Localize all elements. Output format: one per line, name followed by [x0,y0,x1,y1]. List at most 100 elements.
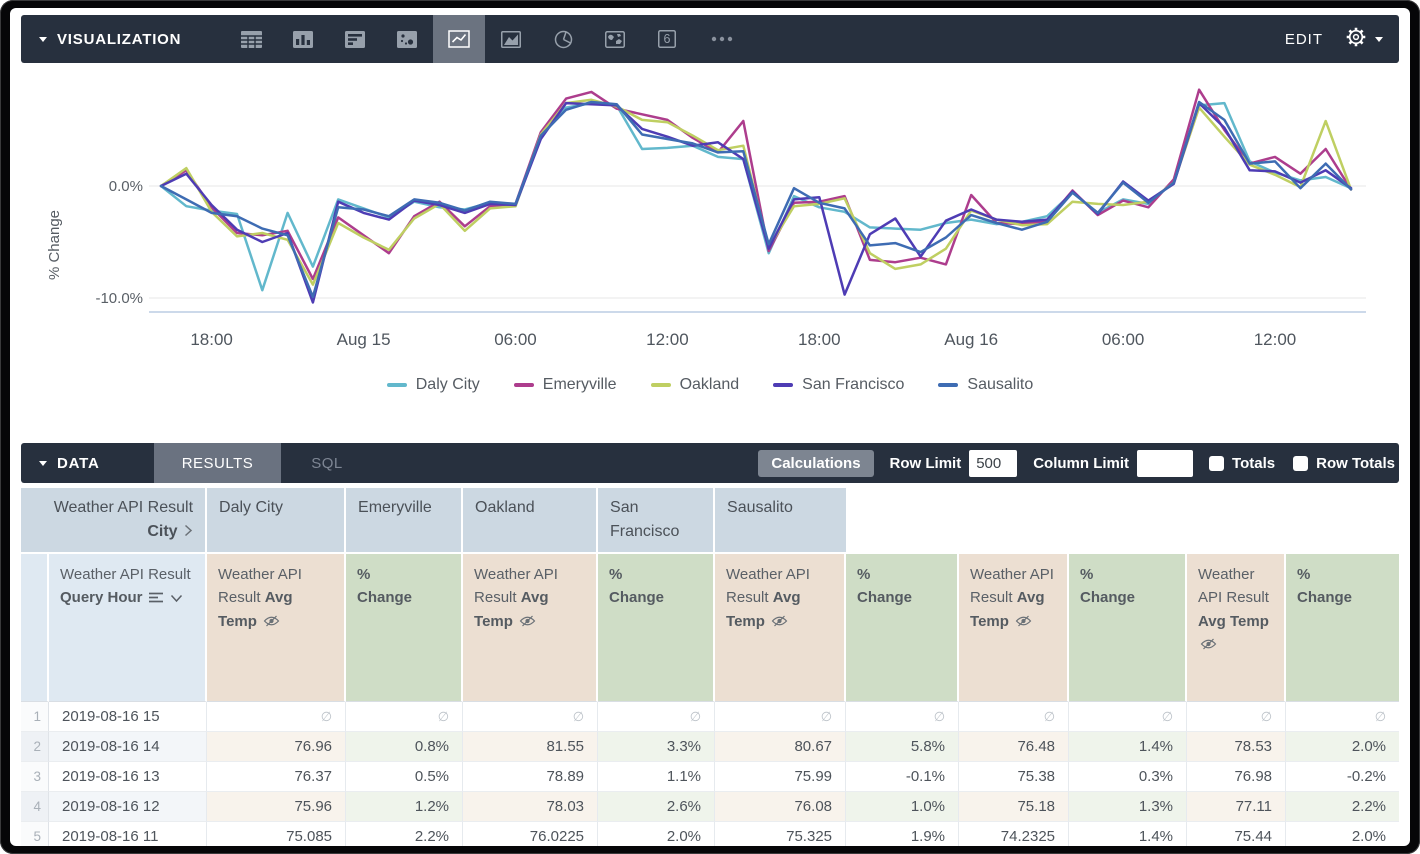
data-section-toggle[interactable]: DATA [21,455,154,472]
avg-temp-header[interactable]: Weather API Result Avg Temp [715,554,847,702]
calculations-button[interactable]: Calculations [758,449,874,477]
pie-chart-icon[interactable] [537,15,589,63]
caret-down-icon [1375,36,1383,42]
cell-pct-change[interactable]: 1.2% [346,792,464,822]
legend-item-daly-city[interactable]: Daly City [386,376,480,394]
cell-pct-change[interactable]: 2.6% [598,792,716,822]
table-chart-icon[interactable] [225,15,277,63]
legend-item-emeryville[interactable]: Emeryville [513,376,617,394]
cell-avg-temp[interactable]: 78.03 [463,792,599,822]
cell-query-hour[interactable]: 2019-08-16 15 [49,702,208,732]
eye-slash-icon[interactable] [771,615,788,627]
cell-avg-temp[interactable]: 78.53 [1187,732,1287,762]
cell-pct-change[interactable]: 0.3% [1069,762,1188,792]
column-chart-icon[interactable] [277,15,329,63]
cell-pct-change[interactable]: 0.5% [346,762,464,792]
pivot-dimension-header[interactable]: Weather API Result City [21,488,208,554]
map-chart-icon[interactable] [589,15,641,63]
city-group-header[interactable]: Sausalito [715,488,847,554]
edit-button[interactable]: EDIT [1284,30,1323,48]
cell-pct-change[interactable]: 1.3% [1069,792,1188,822]
cell-avg-temp[interactable]: 78.89 [463,762,599,792]
cell-avg-temp[interactable]: 76.96 [207,732,347,762]
chevron-down-icon[interactable] [170,594,183,603]
cell-avg-temp[interactable]: 75.96 [207,792,347,822]
cell-pct-change[interactable]: 1.1% [598,762,716,792]
cell-avg-temp[interactable]: 76.98 [1187,762,1287,792]
pct-change-header[interactable]: % Change [1286,554,1400,702]
column-limit-input[interactable] [1137,449,1194,477]
eye-slash-icon[interactable] [1015,615,1032,627]
settings-menu[interactable] [1345,26,1383,53]
cell-avg-temp[interactable]: 76.08 [715,792,847,822]
cell-pct-change[interactable]: 1.4% [1069,822,1188,846]
cell-pct-change[interactable]: 1.0% [846,792,960,822]
sort-icon[interactable] [148,592,164,603]
cell-query-hour[interactable]: 2019-08-16 13 [49,762,208,792]
cell-avg-temp[interactable]: 75.325 [715,822,847,846]
legend-swatch [650,383,671,387]
cell-pct-change[interactable]: 0.8% [346,732,464,762]
cell-query-hour[interactable]: 2019-08-16 14 [49,732,208,762]
city-group-header[interactable]: San Francisco [598,488,716,554]
cell-query-hour[interactable]: 2019-08-16 11 [49,822,208,846]
cell-pct-change[interactable]: 2.0% [1286,732,1400,762]
cell-avg-temp[interactable]: 75.085 [207,822,347,846]
cell-pct-change[interactable]: 1.9% [846,822,960,846]
city-group-header[interactable]: Emeryville [346,488,464,554]
totals-checkbox[interactable] [1209,455,1225,471]
area-chart-icon[interactable] [485,15,537,63]
cell-pct-change[interactable]: 3.3% [598,732,716,762]
cell-avg-temp[interactable]: 75.99 [715,762,847,792]
avg-temp-header[interactable]: Weather API Result Avg Temp [1187,554,1287,702]
single-value-icon[interactable]: 6 [641,15,693,63]
avg-temp-header[interactable]: Weather API Result Avg Temp [207,554,347,702]
eye-slash-icon[interactable] [1200,638,1217,650]
cell-avg-temp[interactable]: 81.55 [463,732,599,762]
cell-query-hour[interactable]: 2019-08-16 12 [49,792,208,822]
cell-avg-temp[interactable]: 75.18 [959,792,1070,822]
cell-avg-temp[interactable]: 80.67 [715,732,847,762]
legend-item-san-francisco[interactable]: San Francisco [773,376,904,394]
scatter-chart-icon[interactable] [381,15,433,63]
cell-pct-change[interactable]: 1.4% [1069,732,1188,762]
more-options-icon[interactable] [711,36,733,42]
avg-temp-header[interactable]: Weather API Result Avg Temp [959,554,1070,702]
cell-pct-change[interactable]: 2.0% [1286,822,1399,846]
cell-pct-change[interactable]: 2.2% [1286,792,1400,822]
pct-change-header[interactable]: % Change [598,554,716,702]
pct-change-header[interactable]: % Change [1069,554,1188,702]
cell-avg-temp[interactable]: 74.2325 [959,822,1070,846]
tab-results[interactable]: RESULTS [154,443,281,483]
cell-avg-temp[interactable]: 76.37 [207,762,347,792]
query-hour-header[interactable]: Weather API Result Query Hour [49,554,208,702]
cell-pct-change[interactable]: -0.1% [846,762,960,792]
cell-avg-temp[interactable]: 76.0225 [463,822,599,846]
tab-sql[interactable]: SQL [311,454,343,472]
city-group-header[interactable]: Daly City [207,488,347,554]
legend-item-oakland[interactable]: Oakland [650,376,739,394]
line-chart-icon[interactable] [433,15,486,63]
legend-label: San Francisco [802,376,905,393]
pct-change-header[interactable]: % Change [346,554,464,702]
cell-avg-temp[interactable]: 76.48 [959,732,1070,762]
results-table: Weather API Result City Daly City Emeryvil… [21,488,1400,846]
cell-avg-temp[interactable]: 77.11 [1187,792,1287,822]
x-axis-tick: 06:00 [494,330,537,349]
cell-pct-change[interactable]: 2.0% [598,822,716,846]
bar-chart-icon[interactable] [329,15,381,63]
eye-slash-icon[interactable] [263,615,280,627]
pct-change-header[interactable]: % Change [846,554,960,702]
eye-slash-icon[interactable] [519,615,536,627]
avg-temp-header[interactable]: Weather API Result Avg Temp [463,554,599,702]
cell-avg-temp[interactable]: 75.38 [959,762,1070,792]
row-limit-input[interactable] [969,449,1018,477]
cell-avg-temp[interactable]: 75.44 [1187,822,1287,846]
city-group-header[interactable]: Oakland [463,488,599,554]
cell-pct-change[interactable]: 5.8% [846,732,960,762]
cell-pct-change[interactable]: 2.2% [346,822,464,846]
visualization-section-toggle[interactable]: VISUALIZATION [39,31,181,48]
cell-pct-change[interactable]: -0.2% [1286,762,1400,792]
legend-item-sausalito[interactable]: Sausalito [938,376,1033,394]
row-totals-checkbox[interactable] [1293,455,1309,471]
